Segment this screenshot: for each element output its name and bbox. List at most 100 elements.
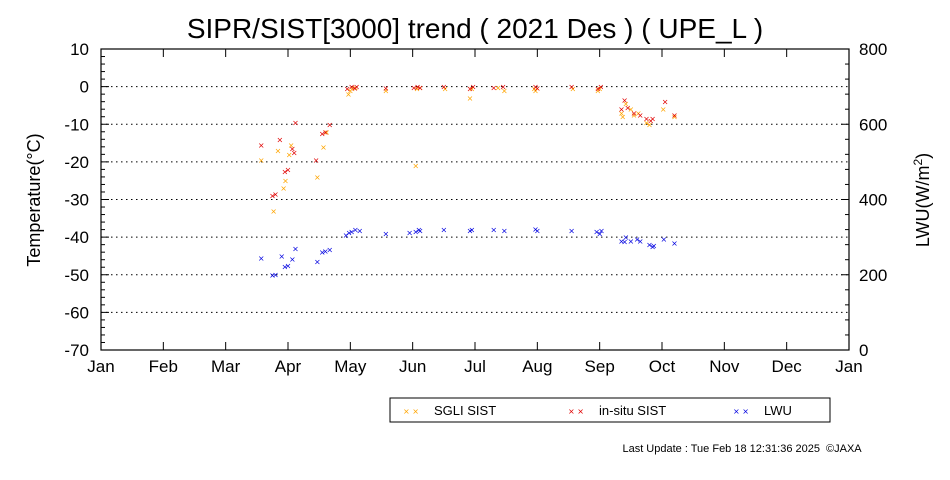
data-point: × [660,105,667,114]
data-point: × [532,86,539,95]
data-point: × [618,237,625,246]
data-point: × [598,83,605,92]
data-point: × [621,96,628,105]
data-point: × [272,270,279,279]
month-axis: Jan Feb Mar Apr May Jun Jul Aug Sep Oct Nov Dec Jan [87,49,863,376]
data-point: × [622,100,629,109]
data-point: × [467,85,474,94]
y-tick-label: -50 [64,266,89,285]
data-point: × [351,84,358,93]
data-point: × [414,85,421,94]
data-point: × [594,86,601,95]
data-point: × [671,111,678,120]
data-point: × [343,231,350,240]
data-point: × [275,147,282,156]
data-point: × [442,85,449,94]
data-point: × [469,226,476,235]
x-tick-label: Feb [149,357,178,376]
x-tick-label: Jan [87,357,114,376]
y2-tick-label: 800 [859,40,887,59]
data-point: × [634,235,641,244]
x-tick-label: Jul [464,357,486,376]
last-update-text: Last Update : Tue Feb 18 12:31:36 2025 [622,443,820,455]
data-point: × [631,111,638,120]
data-point: × [416,226,423,235]
data-point: × [534,84,541,93]
data-point: × [313,156,320,165]
data-point: × [269,192,276,201]
data-point: × [495,83,502,92]
chart-title: SIPR/SIST[3000] trend ( 2021 Des ) ( UPE… [187,13,763,44]
right-axis: 800 600 400 200 0 [841,40,887,360]
data-point: × [285,261,292,270]
data-point: × [346,229,353,238]
data-point: × [649,243,656,252]
data-point: × [596,229,603,238]
data-point: × [352,226,359,235]
data-point: × [647,116,654,125]
y-tick-label: -60 [64,303,89,322]
data-point: × [637,111,644,120]
data-point: × [291,148,298,157]
data-point: × [467,94,474,103]
copyright-text: ©JAXA [826,443,862,455]
data-point: × [440,226,447,235]
x-tick-label: May [334,357,367,376]
data-point: × [643,118,650,127]
legend-marker: × × [733,407,749,416]
y-tick-label: 0 [80,78,89,97]
legend-box [389,397,831,423]
data-point: × [619,113,626,122]
data-point: × [622,233,629,242]
data-point: × [568,226,575,235]
data-point: × [258,156,265,165]
y-tick-label: 10 [70,40,89,59]
x-tick-label: Jun [399,357,426,376]
y2-tick-label: 200 [859,266,887,285]
data-point: × [651,241,658,250]
data-point: × [627,237,634,246]
data-point: × [286,150,293,159]
data-point: × [532,83,539,92]
data-point: × [326,246,333,255]
data-point: × [292,118,299,127]
data-point: × [671,239,678,248]
data-point: × [278,252,285,261]
data-point: × [631,109,638,118]
y2-tick-label: 0 [859,341,868,360]
data-point: × [320,143,327,152]
data-point: × [411,83,418,92]
data-point: × [314,258,321,267]
data-point: × [470,83,477,92]
data-point: × [383,229,390,238]
data-point: × [501,226,508,235]
y2-tick-label: 400 [859,191,887,210]
data-point: × [596,85,603,94]
data-point: × [289,255,296,264]
left-axis: 10 0 -10 -20 -30 -40 -50 -60 -70 [64,40,109,360]
x-tick-label: Mar [211,357,241,376]
x-tick-label: Jan [835,357,862,376]
grid-lines [101,86,849,313]
data-point: × [353,83,360,92]
data-point: × [467,226,474,235]
data-point: × [662,98,669,107]
data-point: × [627,105,634,114]
data-point: × [643,115,650,124]
data-point: × [440,83,447,92]
data-point: × [646,241,653,250]
data-point: × [635,109,642,118]
legend-label: SGLI SIST [434,403,496,418]
y2-axis-label-main: LWU(W/m [913,166,933,248]
data-point: × [417,83,424,92]
data-point: × [352,83,359,92]
data-point: × [490,83,497,92]
data-point: × [347,86,354,95]
x-tick-label: Oct [649,357,676,376]
y2-axis-label-sup: 2 [911,159,925,166]
data-point: × [258,254,265,263]
data-point: × [598,226,605,235]
data-point: × [383,86,390,95]
y-axis-label: Temperature(°C) [24,133,44,266]
data-point: × [618,109,625,118]
